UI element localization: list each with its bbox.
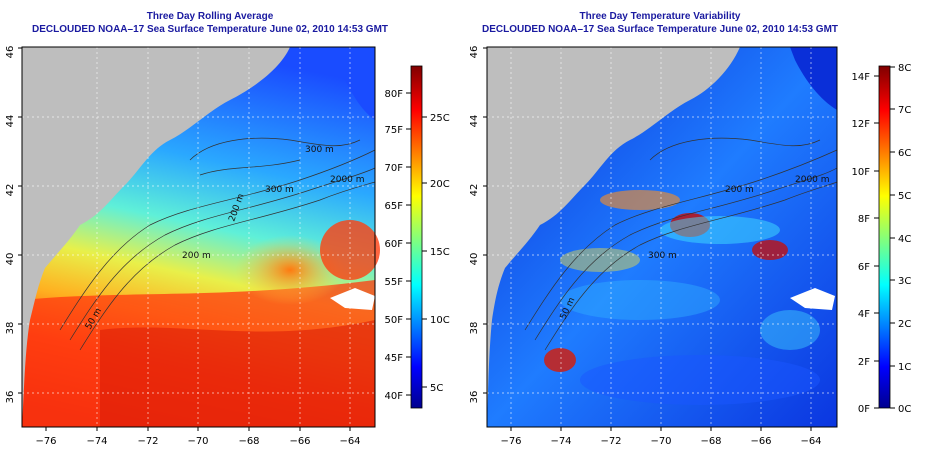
lat-tick: 38 xyxy=(469,322,480,335)
lon-tick: −74 xyxy=(550,436,571,447)
left-subtitle: DECLOUDED NOAA–17 Sea Surface Temperatur… xyxy=(31,24,389,35)
right-map-area: 50 m 300 m 200 m 2000 m xyxy=(486,46,838,428)
colorbar-f-label: 12F xyxy=(852,119,871,130)
contour-label: 2000 m xyxy=(795,175,830,185)
lon-tick: −70 xyxy=(187,436,208,447)
colorbar-f-label: 45F xyxy=(385,353,404,364)
lon-tick: −76 xyxy=(500,436,521,447)
colorbar-f-label: 2F xyxy=(858,357,870,368)
colorbar-c-label: 8C xyxy=(898,63,911,74)
left-title: Three Day Rolling Average xyxy=(146,11,274,22)
colorbar-f-label: 4F xyxy=(858,309,870,320)
colorbar-f-label: 50F xyxy=(385,315,404,326)
lon-tick: −68 xyxy=(700,436,721,447)
colorbar-c-label: 25C xyxy=(430,113,450,124)
lat-tick: 46 xyxy=(5,46,16,59)
lon-tick: −66 xyxy=(750,436,771,447)
left-colorbar: 40F 45F 50F 55F 60F 65F 70F 75F 80F 5C 1… xyxy=(385,65,450,409)
colorbar-c-label: 5C xyxy=(898,191,911,202)
colorbar-f-label: 8F xyxy=(858,214,870,225)
lat-tick: 44 xyxy=(469,115,480,128)
colorbar-c-label: 6C xyxy=(898,148,911,159)
colorbar-c-label: 20C xyxy=(430,179,450,190)
colorbar-f-label: 65F xyxy=(385,201,404,212)
colorbar-f-label: 6F xyxy=(858,262,870,273)
colorbar-f-label: 75F xyxy=(385,125,404,136)
colorbar-c-label: 15C xyxy=(430,247,450,258)
lon-tick: −66 xyxy=(289,436,310,447)
colorbar-c-label: 10C xyxy=(430,315,450,326)
colorbar-c-label: 2C xyxy=(898,319,911,330)
lat-tick: 44 xyxy=(5,115,16,128)
colorbar-c-label: 5C xyxy=(430,383,443,394)
lat-tick: 38 xyxy=(5,322,16,335)
cloud-patch xyxy=(330,288,375,310)
right-lon-axis: −76 −74 −72 −70 −68 −66 −64 xyxy=(500,427,822,447)
colorbar-f-label: 40F xyxy=(385,391,404,402)
lat-tick: 40 xyxy=(469,253,480,266)
left-map-area: 50 m 200 m 300 m 2000 m 200 m 300 m xyxy=(21,46,380,428)
contour-label: 200 m xyxy=(182,251,211,261)
coastline-land xyxy=(22,47,290,427)
colorbar-f-label: 10F xyxy=(852,167,871,178)
cloud-patch xyxy=(790,288,835,310)
lon-tick: −64 xyxy=(800,436,821,447)
lat-tick: 42 xyxy=(469,184,480,197)
left-lon-axis: −76 −74 −72 −70 −68 −66 −64 xyxy=(35,427,361,447)
lon-tick: −74 xyxy=(86,436,107,447)
colorbar-f-label: 14F xyxy=(852,72,871,83)
colorbar-c-label: 1C xyxy=(898,362,911,373)
lon-tick: −64 xyxy=(339,436,360,447)
lat-tick: 36 xyxy=(469,391,480,404)
colorbar-f-label: 80F xyxy=(385,89,404,100)
right-title: Three Day Temperature Variability xyxy=(579,11,741,22)
lat-tick: 40 xyxy=(5,253,16,266)
colorbar-c-label: 4C xyxy=(898,234,911,245)
contour-label: 200 m xyxy=(725,185,754,195)
lon-tick: −70 xyxy=(650,436,671,447)
lon-tick: −76 xyxy=(35,436,56,447)
colorbar-c-label: 7C xyxy=(898,105,911,116)
lon-tick: −72 xyxy=(137,436,158,447)
contour-label: 2000 m xyxy=(330,175,365,185)
right-lat-axis: 36 38 40 42 44 46 xyxy=(469,46,487,404)
right-colorbar: 0F 2F 4F 6F 8F 10F 12F 14F 0C 1C 2C 3C 4… xyxy=(852,63,912,415)
lat-tick: 46 xyxy=(469,46,480,59)
lat-tick: 36 xyxy=(5,391,16,404)
left-lat-axis: 36 38 40 42 44 46 xyxy=(5,46,22,404)
right-subtitle: DECLOUDED NOAA–17 Sea Surface Temperatur… xyxy=(481,24,839,35)
colorbar-f-label: 60F xyxy=(385,239,404,250)
lon-tick: −72 xyxy=(600,436,621,447)
colorbar-c-label: 3C xyxy=(898,276,911,287)
coastline-land xyxy=(487,47,740,427)
colorbar-f-label: 70F xyxy=(385,163,404,174)
colorbar-f-label: 0F xyxy=(858,404,870,415)
colorbar-c-label: 0C xyxy=(898,404,911,415)
colorbar-f-label: 55F xyxy=(385,277,404,288)
contour-label: 300 m xyxy=(648,251,677,261)
contour-label: 300 m xyxy=(305,145,334,155)
lat-tick: 42 xyxy=(5,184,16,197)
lon-tick: −68 xyxy=(238,436,259,447)
contour-label: 300 m xyxy=(265,185,294,195)
